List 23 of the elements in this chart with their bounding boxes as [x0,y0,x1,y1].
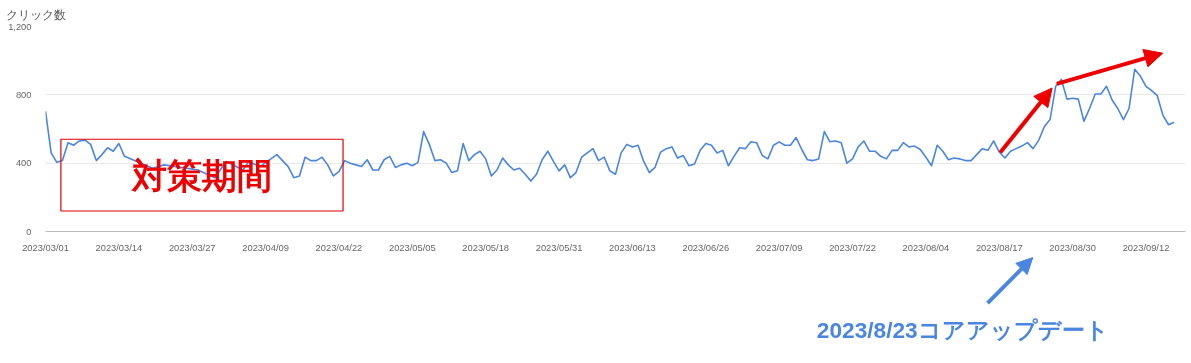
x-tick-label: 2023/09/12 [1122,242,1170,253]
x-tick-label: 2023/06/26 [682,242,730,253]
x-tick-label: 2023/08/30 [1049,242,1096,253]
x-tick-label: 2023/05/31 [535,242,583,253]
y-tick-label: 800 [15,89,32,100]
x-tick-label: 2023/06/13 [609,242,656,253]
x-tick-label: 2023/08/04 [902,242,950,253]
x-tick-label: 2023/03/14 [95,242,143,253]
y-tick-label: 400 [15,158,32,169]
x-tick-label: 2023/03/01 [22,242,69,253]
y-tick-label: 0 [26,226,32,237]
y-axis-title: クリック数 [5,7,66,22]
y-tick-label: 1,200 [8,21,32,32]
x-tick-label: 2023/04/22 [315,242,363,253]
text: 2023/8/23コアアップデート [816,316,1109,343]
x-tick-label: 2023/08/17 [975,242,1023,253]
x-tick-label: 2023/04/09 [242,242,289,253]
x-tick-label: 2023/07/09 [755,242,803,253]
x-tick-label: 2023/05/05 [388,242,436,253]
x-tick-label: 2023/07/22 [829,242,876,253]
annotation: 対策期間 [130,157,272,196]
x-tick-label: 2023/03/27 [168,242,216,253]
x-tick-label: 2023/05/18 [462,242,510,253]
